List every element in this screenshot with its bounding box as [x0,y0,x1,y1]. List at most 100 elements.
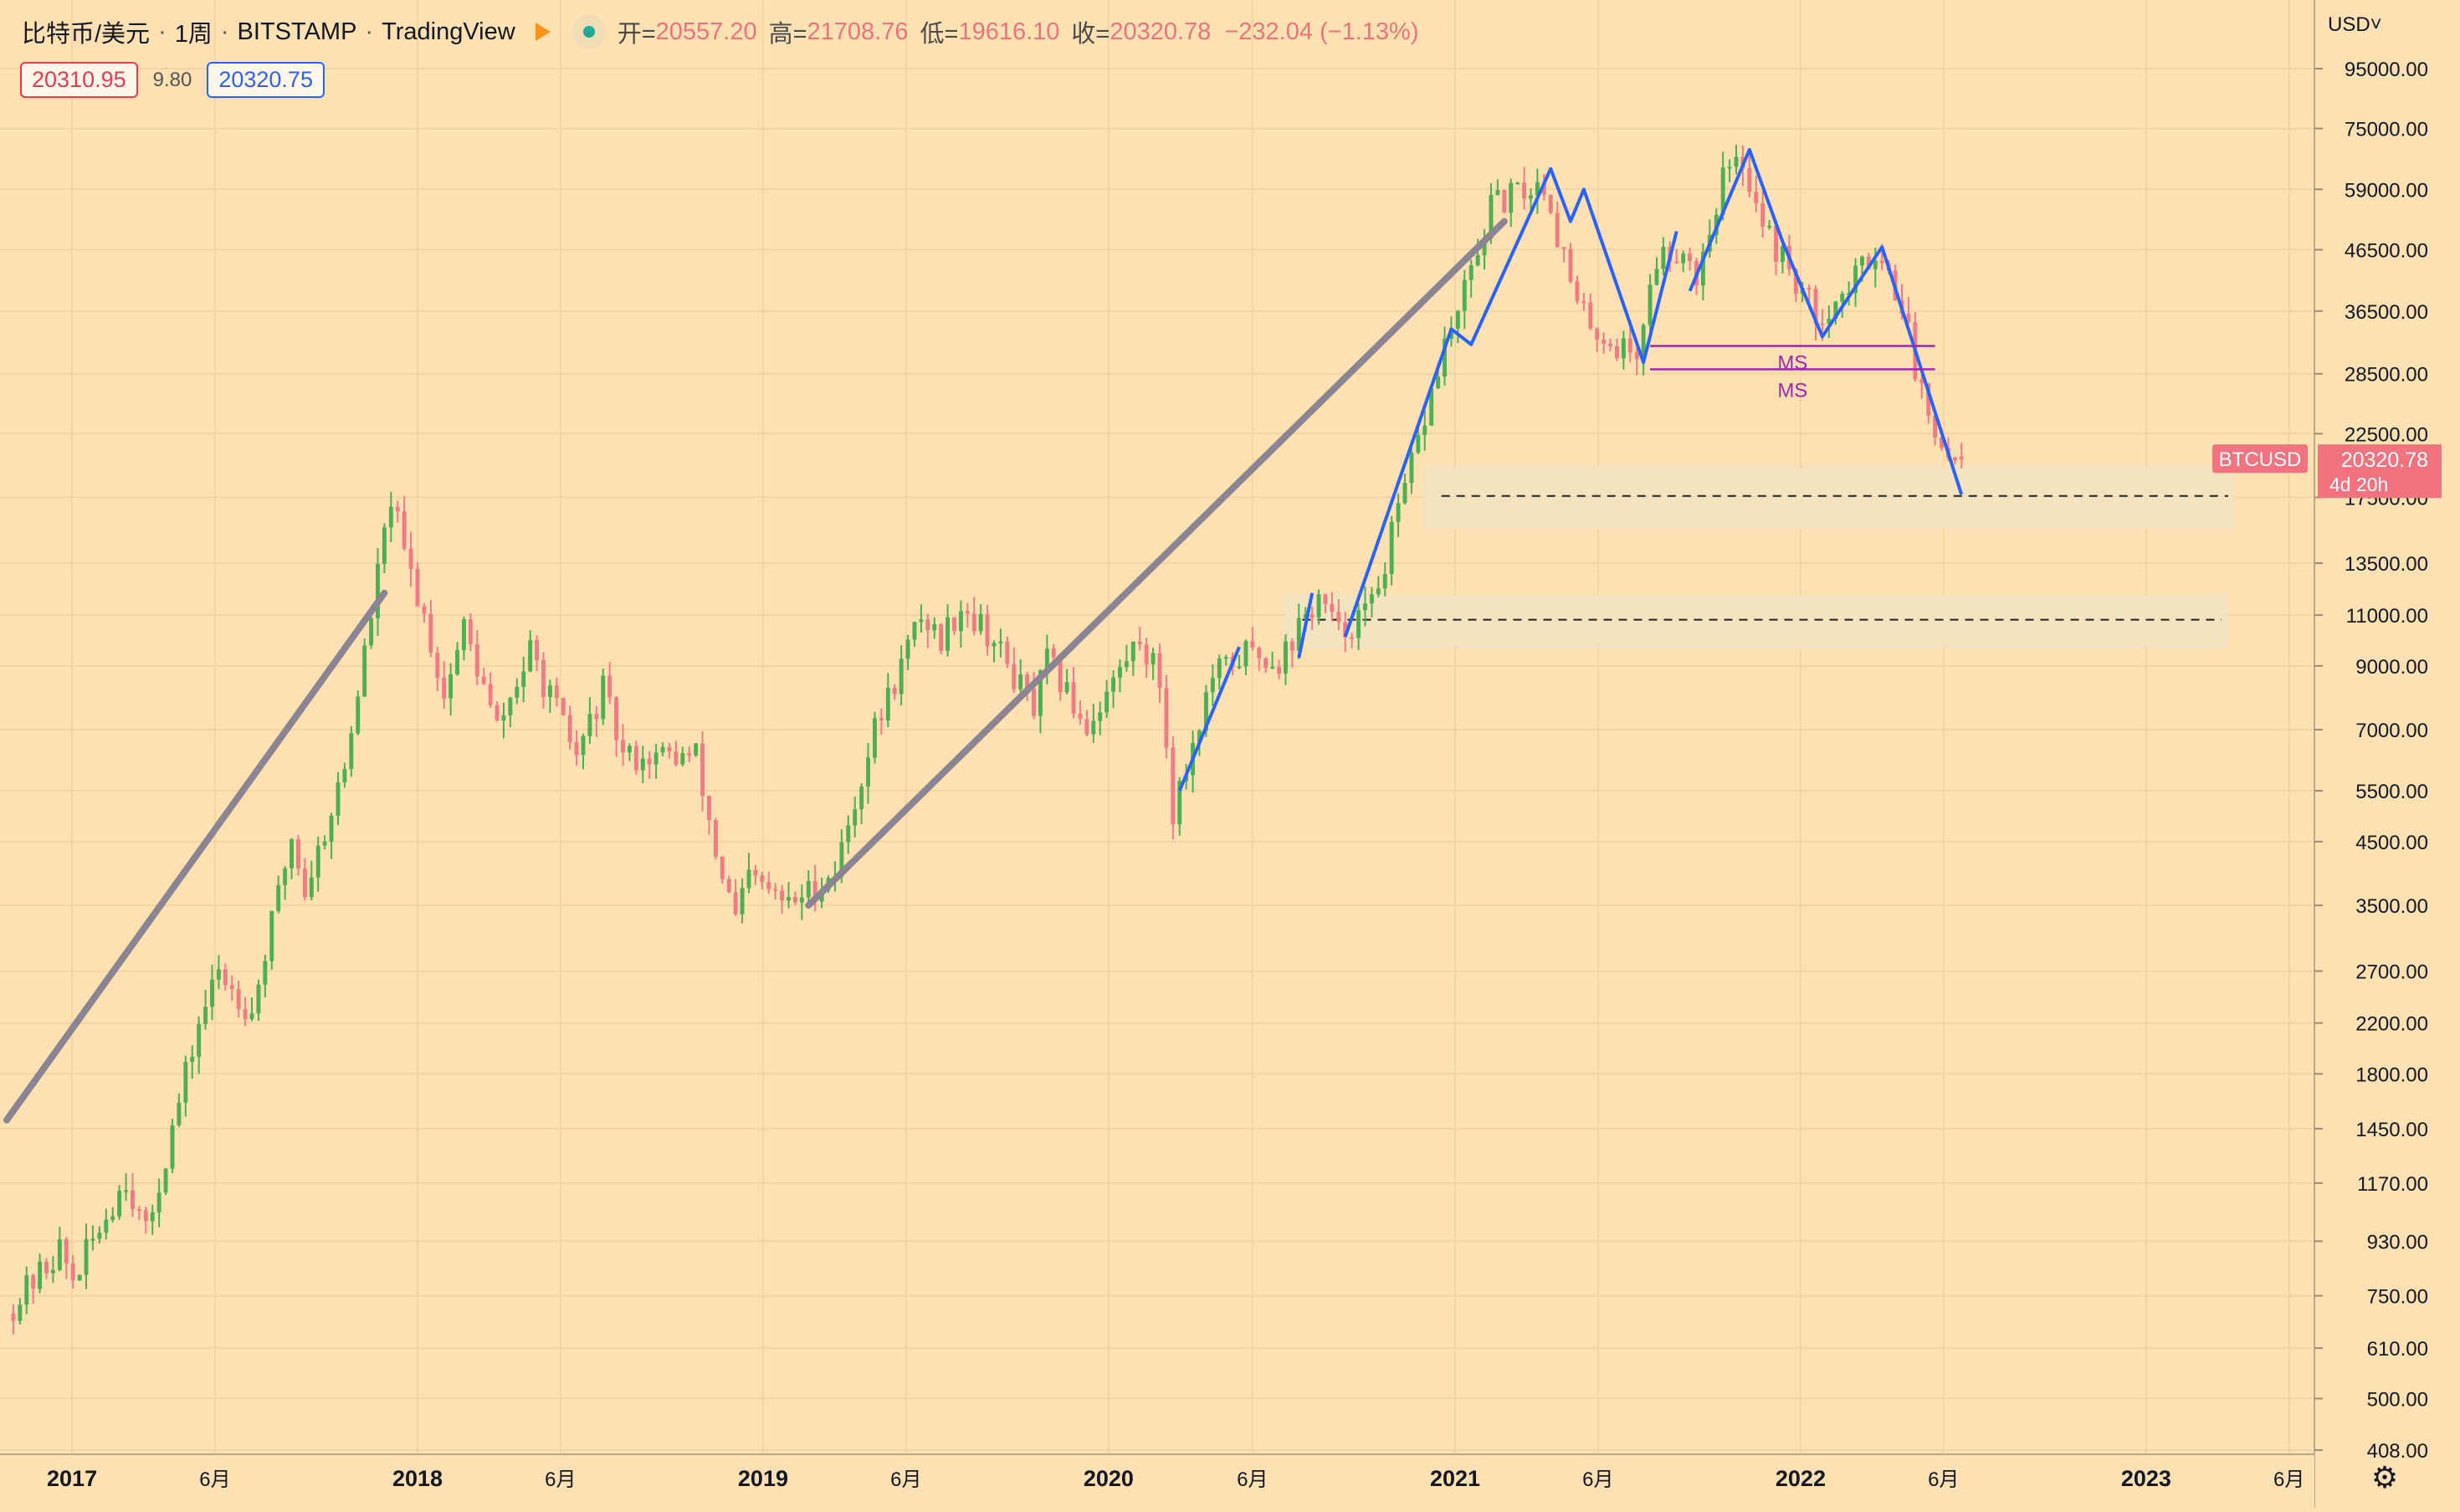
low-label: 低= [920,21,959,48]
candle-body [892,687,897,694]
time-tick-label: 2022 [1776,1466,1826,1491]
candle-body [1336,612,1341,623]
candle-body [1270,666,1275,669]
trendline-1[interactable] [3,589,388,1124]
candle-body [1323,594,1328,604]
candle [468,612,473,652]
candle-body [1164,688,1169,748]
time-tick-label: 6月 [2273,1468,2304,1491]
price-tick-label: 46500.00 [2345,239,2428,262]
candle [24,1266,29,1315]
candle [131,1173,135,1217]
candle-body [1303,614,1308,618]
quote-panel[interactable]: 20310.95 9.80 20320.75 [20,62,325,98]
candle [1780,242,1785,274]
candle [713,818,718,860]
candle-body [985,613,990,647]
symbol-name[interactable]: 比特币/美元 [22,21,151,48]
interval-label[interactable]: 1周 [174,21,213,48]
wave-path-4[interactable] [1688,147,1964,495]
candle-body [177,1102,182,1125]
time-axis[interactable]: 2017 6月 2018 6月 2019 6月 2020 6月 2021 6月 2022 6月 2023… [0,1453,2314,1508]
candle-body [1376,588,1381,595]
candle [501,702,506,739]
low-value: 19616.10 [958,18,1060,45]
candle [376,548,380,637]
buy-price-button[interactable]: 20320.75 [207,62,325,98]
candle-body [1409,452,1414,484]
candle [1661,237,1666,276]
candle-body [1078,713,1083,720]
candle-body [18,1304,23,1321]
candle [428,600,433,658]
currency-selector[interactable]: USD˅ [2328,13,2382,36]
candle-body [866,757,870,787]
candle-body [408,548,413,569]
candle-body [1840,293,1845,302]
candle [594,705,599,737]
wave-path-3[interactable] [1343,167,1678,638]
candle-body [356,696,361,734]
candle-body [1436,376,1441,388]
candle [197,1016,202,1074]
ticker-tag-background [2212,444,2308,474]
candle-body [1243,641,1248,667]
sell-price-button[interactable]: 20310.95 [20,62,138,98]
wave-path-2[interactable] [1297,592,1315,659]
candle-body [521,671,526,687]
candle-body [1614,346,1619,359]
candle-body [1634,352,1639,360]
candle [1396,493,1401,538]
candle-body [846,825,851,843]
candle-body [1588,302,1593,329]
candle [315,836,320,892]
candle-body [640,758,645,771]
candle-body [912,622,917,640]
candle [302,858,307,901]
candle-body [1568,249,1573,282]
candle [203,990,208,1030]
candle-body [925,619,930,631]
candle [561,697,566,716]
candle [216,955,221,990]
spread-value: 9.80 [152,68,192,91]
candle [998,628,1003,658]
symbol-legend[interactable]: 比特币/美元 · 1周 · BITSTAMP · TradingView 开= 2… [22,15,1418,49]
candle-body [249,1013,254,1019]
candle [535,635,540,672]
candle [879,708,884,735]
price-axis[interactable]: 95000.00 75000.00 59000.00 46500.00 36500.00… [2212,0,2460,1508]
wave-path-1[interactable] [1177,646,1241,792]
candle-body [117,1191,122,1217]
candle-body [1064,682,1069,693]
candle-body [1144,644,1149,664]
candle [269,910,274,970]
candle [1853,258,1858,307]
candle [1502,189,1507,213]
candle-body [1853,265,1858,294]
candle-body [1535,182,1540,196]
price-tick-label: 75000.00 [2345,119,2428,141]
candle-body [1217,659,1222,679]
candle [1044,634,1049,685]
candle [1952,456,1957,464]
candle [1906,296,1911,325]
support-zones [1284,466,2235,648]
gear-icon[interactable]: ⚙ [2370,1460,2399,1494]
candle-body [839,842,844,878]
drawings[interactable]: MS MS [3,147,1964,1124]
candle-body [70,1263,75,1281]
candle-body [574,741,579,756]
candle-body [587,714,592,736]
time-tick-label: 6月 [1582,1468,1613,1491]
candle [515,678,520,705]
candle [680,746,685,767]
candle [1654,257,1659,286]
candle [97,1226,102,1244]
trendline-2[interactable] [805,218,1508,909]
orange-flag-icon[interactable] [535,23,551,41]
candle [614,695,619,757]
